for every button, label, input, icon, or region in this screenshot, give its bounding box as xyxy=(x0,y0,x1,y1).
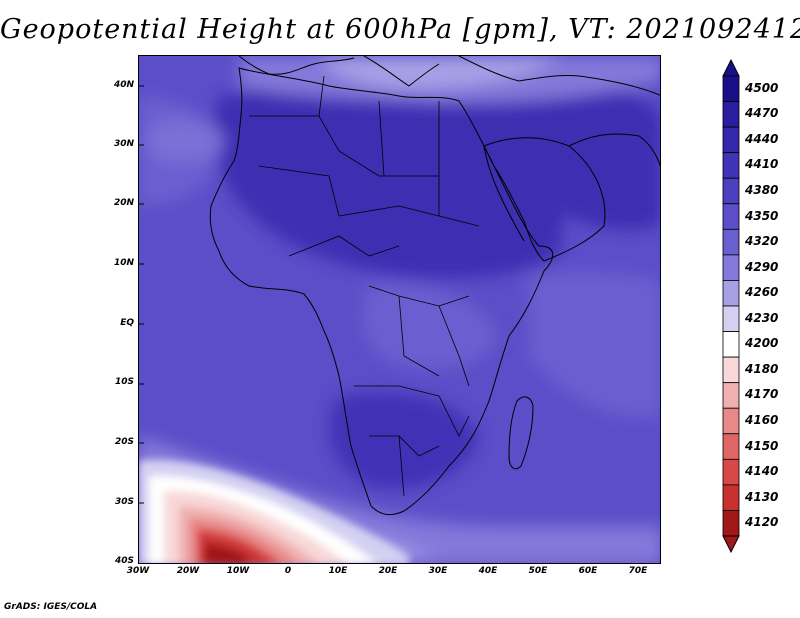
lat-label-40n: 40N xyxy=(113,80,134,90)
colorbar-box xyxy=(722,510,740,537)
lon-label-0: 0 xyxy=(284,566,292,576)
lat-label-20n: 20N xyxy=(113,198,134,208)
colorbar-box xyxy=(722,407,740,435)
colorbar-bottom-arrow xyxy=(722,535,740,554)
lat-label-30s: 30S xyxy=(114,497,134,507)
colorbar-label: 4350 xyxy=(745,208,779,223)
lat-label-40s: 40S xyxy=(114,556,134,566)
lon-label-10e: 10E xyxy=(328,566,348,576)
colorbar-box xyxy=(722,177,740,205)
lon-label-30w: 30W xyxy=(126,566,150,576)
colorbar-label: 4440 xyxy=(745,131,779,146)
colorbar-label: 4120 xyxy=(745,515,779,530)
colorbar-label: 4410 xyxy=(745,157,779,172)
colorbar-label: 4500 xyxy=(745,80,779,95)
colorbar-label: 4380 xyxy=(745,183,779,197)
lat-label-eq: EQ xyxy=(120,318,134,328)
colorbar-box xyxy=(722,458,740,486)
lon-label-70e: 70E xyxy=(628,566,648,576)
colorbar-label: 4130 xyxy=(745,489,779,504)
lat-label-10s: 10S xyxy=(114,377,134,387)
colorbar-label: 4260 xyxy=(745,285,779,300)
colorbar-label: 4140 xyxy=(745,464,779,479)
lon-label-30e: 30E xyxy=(428,566,448,576)
lat-label-20s: 20S xyxy=(114,437,134,447)
lon-label-40e: 40E xyxy=(478,566,498,576)
coastlines xyxy=(209,56,660,516)
height-field-shading xyxy=(139,56,660,563)
colorbar-label: 4160 xyxy=(745,413,779,427)
colorbar-label: 4170 xyxy=(745,387,779,402)
colorbar-box xyxy=(722,126,740,154)
colorbar-top-arrow xyxy=(722,58,740,77)
colorbar-label: 4150 xyxy=(745,438,779,453)
colorbar-label: 4290 xyxy=(745,259,779,274)
colorbar-label: 4320 xyxy=(745,234,779,249)
lon-label-50e: 50E xyxy=(528,566,548,576)
colorbar-box xyxy=(722,356,740,384)
lat-label-10n: 10N xyxy=(113,258,134,268)
country-borders xyxy=(249,75,480,497)
colorbar-label: 4180 xyxy=(745,361,779,376)
colorbar-label: 4200 xyxy=(745,336,779,351)
grid-ticks xyxy=(139,85,144,504)
lon-label-20w: 20W xyxy=(176,566,200,576)
colorbar-box xyxy=(722,382,740,409)
lon-label-10w: 10W xyxy=(226,566,250,576)
lon-label-20e: 20E xyxy=(378,566,398,576)
map-panel[interactable] xyxy=(138,55,661,564)
lon-label-60e: 60E xyxy=(578,566,598,576)
colorbar-box xyxy=(722,433,740,460)
colorbar-box xyxy=(722,203,740,230)
colorbar-label: 4230 xyxy=(745,310,779,325)
colorbar-box xyxy=(722,280,740,307)
lat-label-30n: 30N xyxy=(113,139,134,149)
colorbar-box xyxy=(722,101,740,128)
credit-text: GrADS: IGES/COLA xyxy=(4,602,98,612)
colorbar-box xyxy=(722,484,740,511)
colorbar-box xyxy=(722,254,740,281)
contour-map xyxy=(139,56,660,563)
colorbar-label: 4470 xyxy=(745,106,779,121)
chart-title: Geopotential Height at 600hPa [gpm], VT:… xyxy=(0,14,800,45)
colorbar-box xyxy=(722,75,740,102)
low-height-anomaly xyxy=(139,460,409,563)
colorbar-boxes xyxy=(722,58,740,554)
colorbar-box xyxy=(722,331,740,358)
colorbar-box xyxy=(722,305,740,332)
colorbar-box xyxy=(722,152,740,179)
colorbar-box xyxy=(722,228,740,256)
